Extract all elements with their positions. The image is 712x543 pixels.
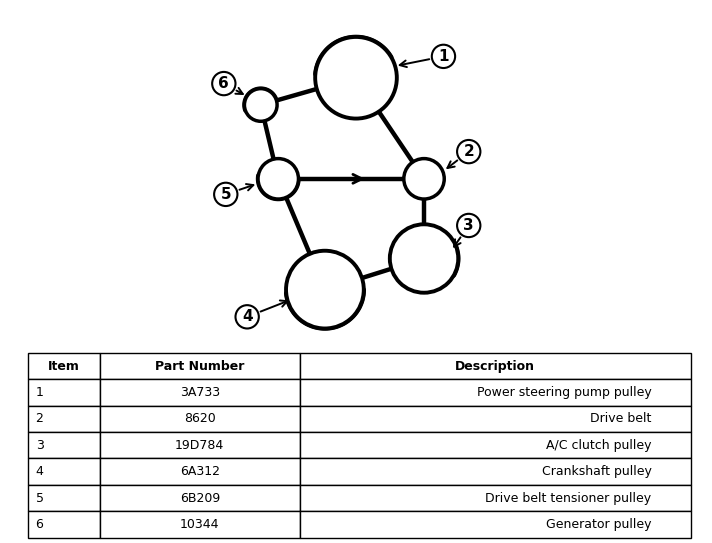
Circle shape [457, 140, 481, 163]
Text: 4: 4 [242, 310, 253, 324]
Circle shape [214, 182, 237, 206]
Circle shape [404, 159, 444, 199]
Circle shape [286, 251, 364, 329]
Circle shape [236, 305, 259, 329]
Text: 3: 3 [464, 218, 474, 233]
Circle shape [390, 224, 459, 293]
Circle shape [212, 72, 236, 95]
Circle shape [244, 89, 277, 121]
Text: 1: 1 [438, 49, 449, 64]
Circle shape [431, 45, 455, 68]
Text: 2: 2 [464, 144, 474, 159]
Circle shape [315, 37, 397, 118]
Circle shape [258, 159, 298, 199]
Text: 6: 6 [219, 76, 229, 91]
Circle shape [457, 214, 481, 237]
Text: 5: 5 [221, 187, 231, 202]
